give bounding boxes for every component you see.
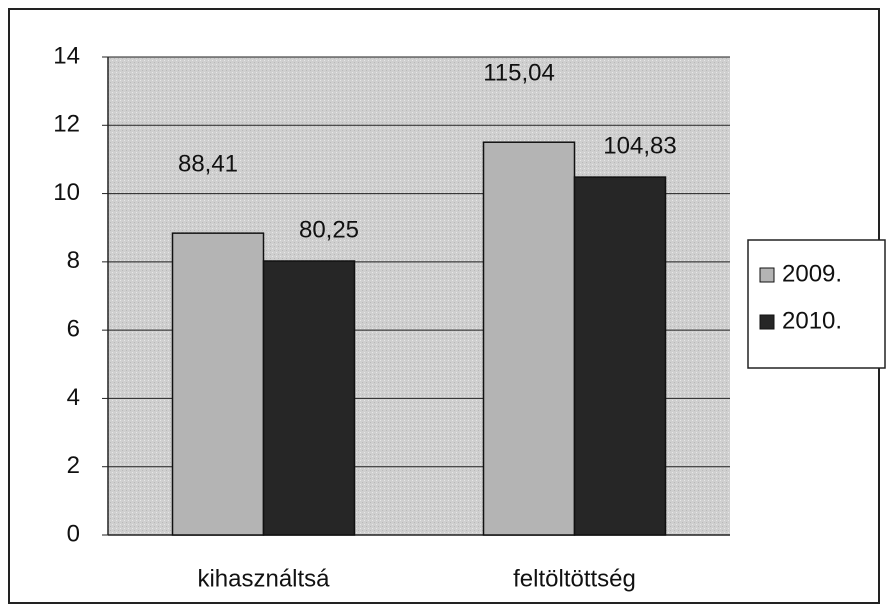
legend-label: 2009. xyxy=(782,260,842,287)
y-tick-label: 6 xyxy=(67,315,80,342)
x-tick-label: kihasználtsá xyxy=(197,565,330,592)
data-label: 80,25 xyxy=(299,216,359,243)
data-label: 115,04 xyxy=(483,60,555,87)
y-tick-label: 12 xyxy=(53,111,80,138)
y-tick-label: 0 xyxy=(67,520,80,547)
legend-swatch xyxy=(759,314,775,330)
bar xyxy=(482,141,576,536)
data-label: 104,83 xyxy=(603,132,676,159)
x-tick-label: feltöltöttség xyxy=(513,565,636,592)
bar xyxy=(171,232,265,536)
bar xyxy=(262,260,356,536)
y-tick-label: 4 xyxy=(67,384,80,411)
legend-box xyxy=(747,239,886,369)
data-label: 88,41 xyxy=(178,150,238,177)
y-tick-label: 14 xyxy=(53,42,80,69)
legend-swatch xyxy=(759,267,775,283)
y-tick-label: 2 xyxy=(67,452,80,479)
bar xyxy=(573,176,667,536)
legend-label: 2010. xyxy=(782,307,842,334)
y-tick-label: 8 xyxy=(67,247,80,274)
y-tick-label: 10 xyxy=(53,179,80,206)
